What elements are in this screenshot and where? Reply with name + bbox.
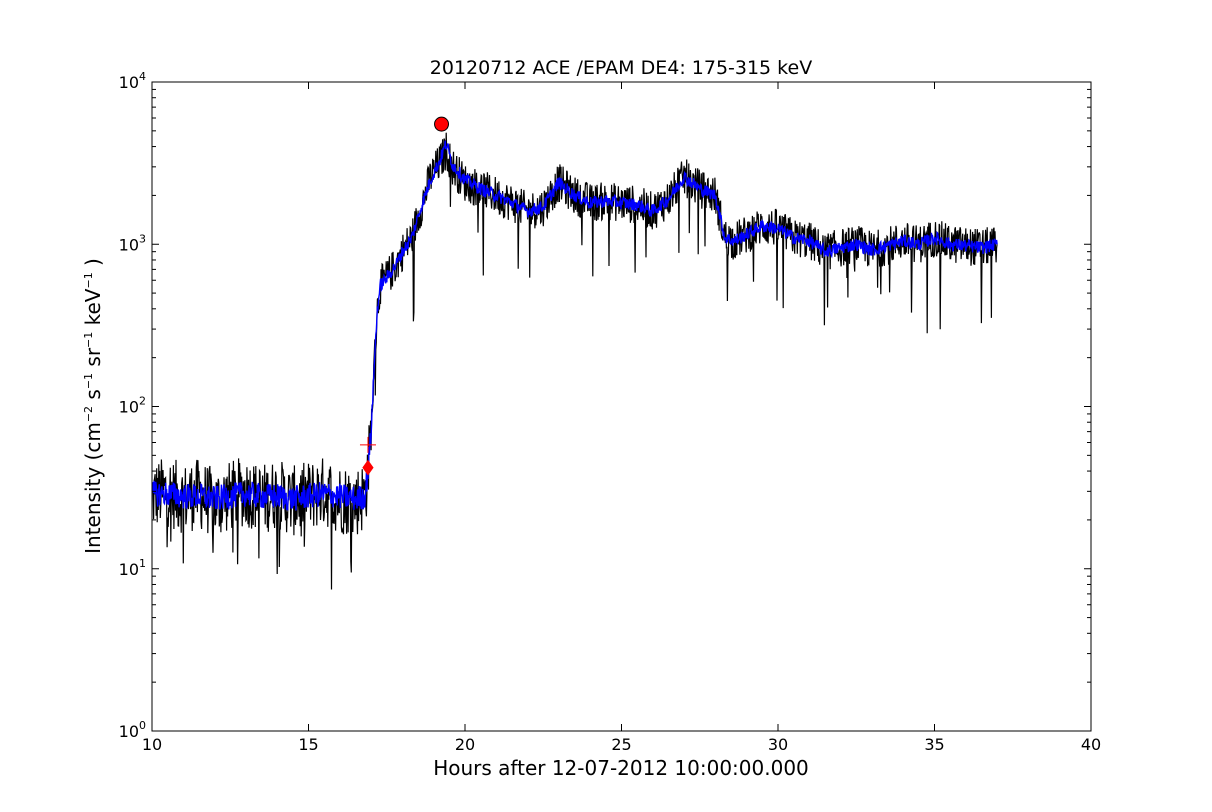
x-axis-label: Hours after 12-07-2012 10:00:00.000 [433, 756, 809, 780]
y-label-mid3: keV [81, 288, 105, 332]
marker-layer [359, 116, 450, 476]
y-tick-exp: 3 [139, 232, 146, 245]
y-tick-base: 10 [119, 722, 139, 741]
y-tick-base: 10 [119, 235, 139, 254]
y-tick-exp: 4 [139, 70, 146, 83]
x-tick-label: 25 [611, 735, 631, 754]
onset-marker [362, 459, 374, 476]
y-label-sup4: −1 [82, 272, 95, 288]
y-tick-label: 102 [119, 395, 146, 417]
x-tick-label: 15 [298, 735, 318, 754]
x-tick-label: 35 [924, 735, 944, 754]
y-tick-label: 100 [119, 719, 146, 741]
y-label-prefix: Intensity (cm [81, 422, 105, 554]
y-tick-exp: 0 [139, 719, 146, 732]
series-layer [152, 132, 998, 590]
y-label-mid2: sr [81, 347, 105, 373]
y-tick-exp: 2 [139, 395, 146, 408]
x-axis: 10 15 20 25 30 35 40 [142, 82, 1101, 754]
y-tick-base: 10 [119, 398, 139, 417]
y-tick-base: 10 [119, 73, 139, 92]
y-tick-base: 10 [119, 560, 139, 579]
plus-marker [359, 436, 376, 453]
plot-frame [151, 81, 1092, 732]
y-label-mid1: s [81, 389, 105, 406]
y-tick-label: 101 [119, 557, 146, 579]
y-tick-label: 103 [119, 232, 146, 254]
y-label-sup2: −1 [82, 373, 95, 389]
y-tick-exp: 1 [139, 557, 146, 570]
smoothed-series-line [152, 140, 998, 511]
y-axis-label: Intensity (cm−2 s−1 sr−1 keV−1 ) [81, 258, 105, 554]
y-tick-label: 104 [119, 70, 146, 92]
y-label-sup3: −1 [82, 332, 95, 348]
y-label-suffix: ) [81, 258, 105, 272]
x-tick-label: 10 [142, 735, 162, 754]
x-tick-label: 30 [768, 735, 788, 754]
peak-marker [434, 116, 450, 132]
chart-title: 20120712 ACE /EPAM DE4: 175-315 keV [430, 57, 812, 79]
x-tick-label: 40 [1081, 735, 1101, 754]
x-tick-label: 20 [455, 735, 475, 754]
y-label-sup1: −2 [82, 406, 95, 422]
